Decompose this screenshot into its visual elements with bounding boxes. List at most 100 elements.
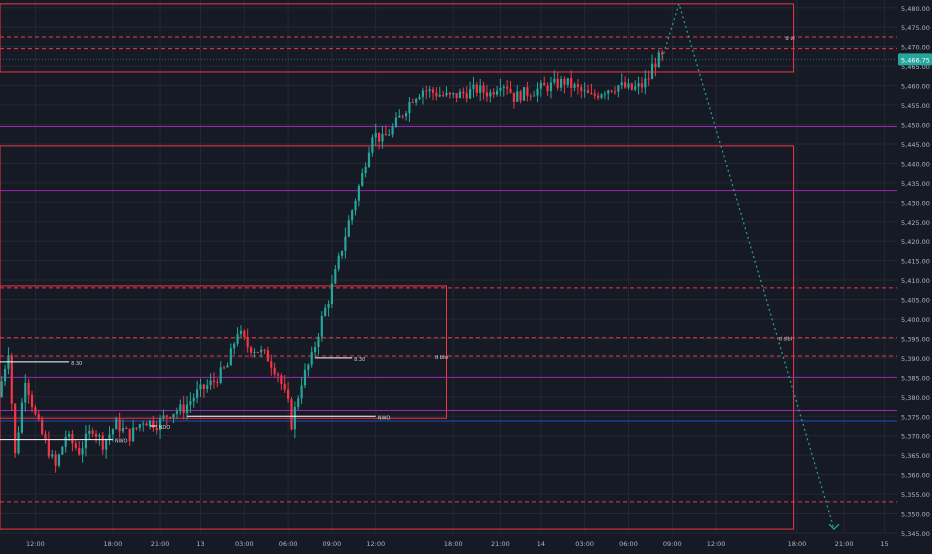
candle: [300, 376, 303, 405]
candle: [613, 86, 617, 95]
price-tick-label: 5,345.00: [901, 530, 930, 538]
candle: [17, 426, 20, 455]
candle: [94, 430, 98, 444]
candle: [485, 85, 489, 102]
candle-body: [27, 382, 30, 396]
candle: [125, 426, 128, 430]
candle: [445, 86, 448, 98]
candle-body: [111, 429, 114, 435]
candle-body: [479, 85, 482, 93]
time-tick-label: 21:00: [835, 540, 854, 548]
price-tick-label: 5,400.00: [901, 316, 930, 324]
candle: [219, 361, 222, 385]
candle-body: [415, 99, 418, 103]
candle-body: [458, 91, 462, 99]
candle-body: [101, 435, 104, 450]
candle: [415, 97, 418, 106]
candle: [607, 89, 610, 101]
candle: [630, 82, 633, 91]
candle: [519, 89, 522, 104]
candle-body: [206, 385, 209, 390]
candle-body: [384, 133, 387, 136]
candle: [175, 407, 179, 419]
candle-body: [522, 87, 526, 101]
candle: [512, 92, 515, 109]
time-tick-label: 09:00: [663, 540, 682, 548]
candle-body: [553, 78, 556, 83]
time-axis[interactable]: 12:00 18:00 21:00 13 03:00 06:00 09:00 12:00 18:…: [26, 540, 889, 548]
candle-body: [209, 380, 212, 386]
annotation-segments: [0, 357, 376, 441]
candle: [566, 78, 569, 88]
last-price-badge: [898, 53, 932, 66]
candle-body: [607, 90, 610, 94]
candle: [620, 73, 623, 90]
candle-body: [138, 424, 141, 429]
candle: [108, 426, 111, 445]
candle: [647, 70, 650, 86]
candle: [276, 372, 280, 383]
candle-body: [98, 435, 101, 437]
candle-body: [344, 236, 347, 251]
price-axis[interactable]: 5,345.00 5,350.00 5,355.00 5,360.00 5,365.00…: [898, 5, 932, 538]
candle: [391, 123, 394, 138]
candle: [347, 215, 350, 238]
candle-body: [661, 52, 664, 55]
candle: [105, 438, 108, 459]
candle-body: [516, 91, 519, 102]
candle: [3, 364, 7, 387]
candle: [135, 427, 138, 431]
candle: [624, 76, 627, 89]
candle: [334, 264, 337, 285]
candle: [640, 77, 644, 93]
candle-body: [105, 439, 108, 450]
candle: [158, 415, 162, 439]
candle-body: [327, 304, 330, 308]
candle-body: [233, 343, 236, 349]
candle-body: [185, 404, 189, 414]
price-tick-label: 5,445.00: [901, 141, 930, 149]
candle: [169, 416, 172, 420]
candle: [593, 89, 596, 100]
candle-body: [229, 348, 232, 366]
candle-body: [495, 90, 499, 95]
candle: [344, 227, 347, 259]
candle-body: [421, 90, 425, 97]
candle-body: [347, 220, 350, 237]
candle: [236, 327, 239, 347]
price-tick-label: 5,460.00: [901, 83, 930, 91]
candle: [580, 84, 583, 99]
candle: [290, 397, 293, 431]
candle: [206, 379, 209, 393]
candle-body: [300, 385, 303, 399]
candle: [506, 80, 509, 95]
candle-body: [468, 88, 472, 99]
candle: [388, 128, 391, 136]
candle-body: [627, 83, 630, 88]
candle: [155, 420, 158, 435]
candle-body: [148, 420, 152, 426]
candle-body: [445, 92, 448, 96]
price-tick-label: 5,480.00: [901, 5, 930, 13]
candle-body: [293, 407, 296, 430]
candle-body: [145, 423, 148, 426]
candle-body: [226, 365, 229, 368]
annotation-label: 8.30: [71, 361, 82, 367]
annotation-label: NWO: [378, 415, 391, 421]
candle: [287, 381, 290, 403]
candle-body: [192, 397, 195, 402]
candle-body: [135, 427, 138, 429]
price-tick-label: 5,370.00: [901, 433, 930, 441]
candle: [661, 49, 664, 61]
candle-body: [84, 433, 88, 449]
candle-body: [620, 82, 623, 86]
time-tick-label: 21:00: [151, 540, 170, 548]
candle: [522, 87, 526, 101]
candle-body: [307, 364, 310, 370]
candle: [533, 90, 536, 97]
candle-body: [270, 361, 273, 368]
candle: [249, 345, 253, 358]
candle-body: [381, 133, 384, 142]
